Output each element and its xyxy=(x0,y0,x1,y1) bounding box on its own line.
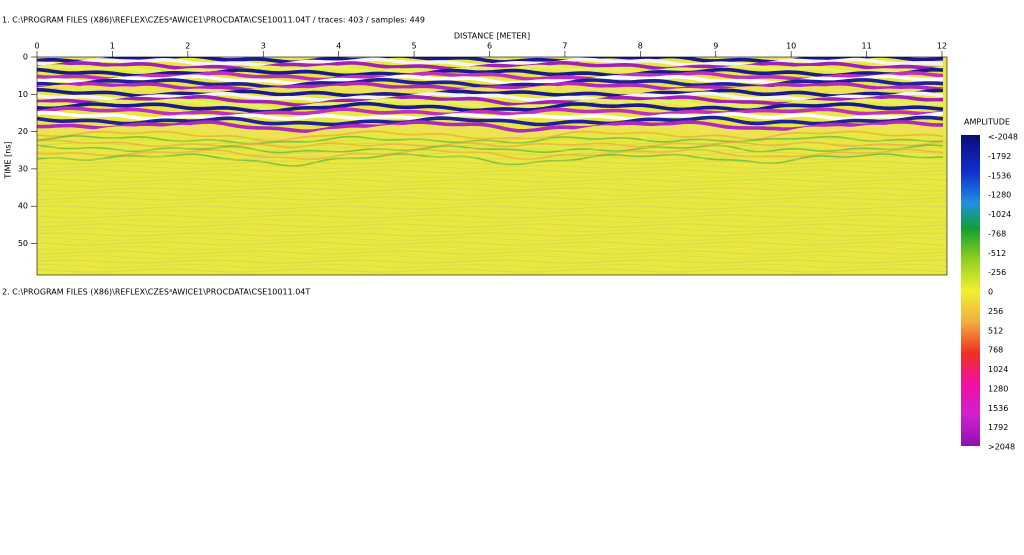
texture xyxy=(37,209,947,215)
texture xyxy=(37,155,947,161)
texture xyxy=(37,205,947,210)
y-tick-label: 30 xyxy=(18,164,28,173)
x-tick-label: 2 xyxy=(185,42,190,51)
texture xyxy=(37,151,947,156)
texture xyxy=(37,178,947,183)
texture xyxy=(37,196,947,201)
texture xyxy=(37,250,947,255)
y-tick-label: 50 xyxy=(18,239,28,248)
texture xyxy=(37,142,947,147)
reflection-band xyxy=(37,115,944,127)
y-axis-label: TIME [ns] xyxy=(4,141,13,179)
colorbar-label: -1792 xyxy=(988,152,1011,161)
x-tick-label: 4 xyxy=(336,42,341,51)
y-tick-label: 10 xyxy=(18,90,28,99)
texture xyxy=(37,164,947,170)
y-tick-label: 0 xyxy=(23,53,28,62)
header-line: 1. C:\PROGRAM FILES (X86)\REFLEX\CZES³AW… xyxy=(2,16,425,25)
x-tick-label: 5 xyxy=(412,42,417,51)
colorbar-label: <-2048 xyxy=(988,133,1018,142)
y-tick-label: 20 xyxy=(18,127,28,136)
texture xyxy=(37,146,947,152)
colorbar-label: 1536 xyxy=(988,404,1008,413)
x-tick-label: 8 xyxy=(638,42,643,51)
colorbar-label: 1280 xyxy=(988,384,1008,393)
reflection-band xyxy=(37,67,944,78)
colorbar-label: -1280 xyxy=(988,191,1011,200)
reflection-band xyxy=(37,81,944,92)
reflection-band xyxy=(37,124,944,139)
reflection-band xyxy=(37,88,944,99)
texture xyxy=(37,236,947,242)
colorbar-label: -512 xyxy=(988,249,1006,258)
x-tick-label: 6 xyxy=(487,42,492,51)
reflection-band xyxy=(37,101,944,114)
colorbar-label: 0 xyxy=(988,288,993,297)
reflection-band xyxy=(37,110,944,121)
colorbar-label: -1024 xyxy=(988,210,1011,219)
colorbar-label: -768 xyxy=(988,229,1006,238)
colorbar-label: 256 xyxy=(988,307,1003,316)
header-line: 2. C:\PROGRAM FILES (X86)\REFLEX\CZES³AW… xyxy=(2,288,310,297)
texture xyxy=(37,259,947,264)
reflection-band xyxy=(37,64,944,75)
x-tick-label: 10 xyxy=(786,42,796,51)
colorbar xyxy=(961,135,980,446)
texture xyxy=(37,214,947,219)
texture xyxy=(37,160,947,165)
texture xyxy=(37,200,947,206)
texture xyxy=(37,263,947,269)
reflection-band xyxy=(37,130,944,143)
texture xyxy=(37,254,947,260)
radargram xyxy=(37,57,947,275)
colorbar-label: >2048 xyxy=(988,443,1015,452)
x-tick-label: 3 xyxy=(261,42,266,51)
texture xyxy=(37,223,947,228)
colorbar-label: 1024 xyxy=(988,365,1008,374)
x-tick-label: 7 xyxy=(562,42,567,51)
texture xyxy=(37,245,947,251)
x-tick-label: 12 xyxy=(937,42,947,51)
reflection-band xyxy=(37,144,944,154)
x-tick-label: 0 xyxy=(34,42,39,51)
texture xyxy=(37,241,947,246)
texture xyxy=(37,173,947,179)
plot-frame xyxy=(36,56,948,276)
texture xyxy=(37,191,947,197)
reflection-band xyxy=(37,153,944,167)
texture xyxy=(37,232,947,237)
reflection-band xyxy=(37,61,944,71)
texture xyxy=(37,182,947,188)
colorbar-label: -1536 xyxy=(988,171,1011,180)
texture xyxy=(37,268,947,273)
colorbar-label: 1792 xyxy=(988,423,1008,432)
reflection-band xyxy=(37,119,943,134)
colorbar-label: -256 xyxy=(988,268,1006,277)
colorbar-label: 768 xyxy=(988,346,1003,355)
x-axis-label: DISTANCE [METER] xyxy=(454,32,530,41)
reflection-band xyxy=(37,106,944,117)
y-tick-label: 40 xyxy=(18,202,28,211)
reflection-band xyxy=(37,84,944,95)
texture xyxy=(37,227,947,233)
x-tick-label: 11 xyxy=(861,42,871,51)
texture xyxy=(37,169,947,174)
texture xyxy=(37,218,947,224)
texture xyxy=(37,187,947,192)
x-tick-label: 9 xyxy=(713,42,718,51)
x-tick-label: 1 xyxy=(110,42,115,51)
colorbar-label: 512 xyxy=(988,326,1003,335)
colorbar-title: AMPLITUDE xyxy=(964,118,1010,127)
texture xyxy=(37,137,947,143)
